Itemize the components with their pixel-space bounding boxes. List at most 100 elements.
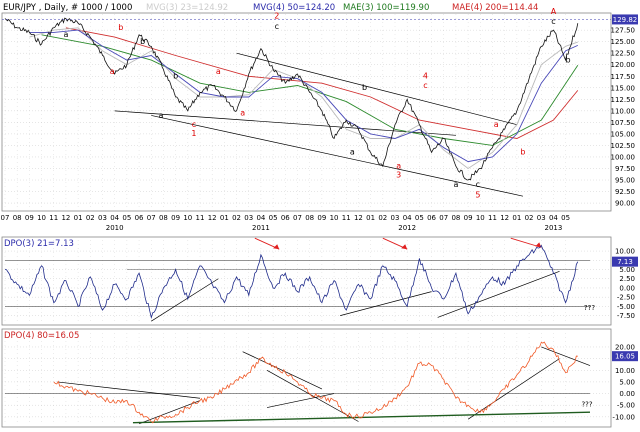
x-month-label: 05 bbox=[561, 214, 570, 222]
price-ytick-label: 107.50 bbox=[611, 119, 636, 127]
dpo21-ytick-label: -5.00 bbox=[617, 303, 635, 311]
mvg50-line bbox=[29, 29, 578, 163]
legend-mae3: MAE(3) 100=119.90 bbox=[343, 3, 429, 13]
x-axis: 07 08 09 10 11 12 01 02 03 04 05 06 07 08 09 10 11 12 01 02… bbox=[1, 214, 571, 232]
wave-label: c bbox=[192, 120, 196, 129]
x-month-label: 06 bbox=[135, 214, 144, 222]
price-ytick-label: 112.50 bbox=[611, 96, 636, 104]
dpo21-panel: DPO(3) 21=7.13 10.007.505.002.500.00-2.5… bbox=[1, 236, 638, 326]
wave-label: b bbox=[362, 83, 367, 92]
price-series-group bbox=[2, 17, 611, 181]
dpo21-ytick-label: 10.00 bbox=[615, 248, 635, 256]
price-current-value: 129.82 bbox=[613, 16, 638, 24]
dpo80-ytick-label: 10.00 bbox=[615, 367, 635, 375]
dpo80-trendline bbox=[467, 358, 560, 420]
dpo21-y-axis: 10.007.505.002.500.00-2.50-5.00-7.507.13 bbox=[612, 248, 638, 320]
dpo21-line bbox=[4, 244, 579, 320]
mvg23-line bbox=[29, 27, 578, 170]
wave-label: 3 bbox=[396, 171, 401, 180]
x-month-label: 11 bbox=[488, 214, 497, 222]
x-month-label: 10 bbox=[183, 214, 192, 222]
dpo21-trendline bbox=[437, 271, 560, 318]
price-current-value-box bbox=[612, 14, 638, 25]
dpo80-panel: DPO(4) 80=16.05 20.0015.0010.005.000.00-… bbox=[1, 328, 638, 428]
wave-label: 5 bbox=[475, 191, 480, 200]
x-month-label: 01 bbox=[512, 214, 521, 222]
x-month-label: 03 bbox=[98, 214, 107, 222]
dpo80-current-value-box bbox=[612, 351, 638, 362]
x-year-label: 2013 bbox=[545, 224, 563, 232]
price-trendline bbox=[151, 115, 524, 197]
x-year-label: 2010 bbox=[106, 224, 124, 232]
dpo80-ytick-label: 20.00 bbox=[615, 343, 635, 351]
dpo21-series-group bbox=[4, 244, 579, 320]
price-ytick-label: 110.00 bbox=[611, 107, 636, 115]
price-ytick-label: 105.00 bbox=[611, 130, 636, 138]
x-month-label: 04 bbox=[403, 214, 412, 222]
x-month-label: 12 bbox=[61, 214, 70, 222]
dpo80-trendline bbox=[242, 351, 323, 390]
dpo21-current-value: 7.13 bbox=[617, 258, 633, 266]
x-month-label: 01 bbox=[220, 214, 229, 222]
x-month-label: 03 bbox=[537, 214, 546, 222]
dpo21-question-marks: ??? bbox=[584, 304, 595, 312]
wave-label: a bbox=[396, 161, 401, 170]
x-month-label: 05 bbox=[122, 214, 131, 222]
wave-label: a bbox=[63, 30, 68, 39]
x-month-label: 12 bbox=[354, 214, 363, 222]
x-month-label: 11 bbox=[196, 214, 205, 222]
x-month-label: 02 bbox=[378, 214, 387, 222]
wave-label: c bbox=[476, 180, 480, 189]
x-month-label: 01 bbox=[74, 214, 83, 222]
x-month-label: 02 bbox=[525, 214, 534, 222]
price-ytick-label: 127.50 bbox=[611, 27, 636, 35]
dpo21-annotations bbox=[5, 237, 590, 322]
wave-label: a bbox=[110, 67, 115, 76]
price-panel-frame bbox=[1, 12, 612, 212]
dpo80-current-value: 16.05 bbox=[615, 353, 635, 361]
x-month-label: 03 bbox=[391, 214, 400, 222]
price-ytick-label: 100.00 bbox=[611, 153, 636, 161]
dpo80-ytick-label: -5.00 bbox=[617, 402, 635, 410]
x-month-label: 07 bbox=[293, 214, 302, 222]
dpo21-red-arrowhead bbox=[401, 244, 408, 250]
x-month-label: 12 bbox=[208, 214, 217, 222]
wave-label: a bbox=[216, 67, 221, 76]
price-trendline bbox=[236, 52, 517, 126]
x-month-label: 02 bbox=[232, 214, 241, 222]
dpo80-question-marks: ??? bbox=[581, 400, 592, 408]
price-trendline bbox=[114, 110, 456, 136]
dpo80-line bbox=[53, 341, 578, 424]
wave-label: 4 bbox=[423, 72, 428, 81]
dpo21-ytick-label: 2.50 bbox=[619, 275, 635, 283]
x-month-label: 07 bbox=[1, 214, 10, 222]
dpo80-series-group bbox=[53, 341, 578, 424]
wave-label: a bbox=[453, 180, 458, 189]
x-month-label: 08 bbox=[305, 214, 314, 222]
price-ytick-label: 117.50 bbox=[611, 73, 636, 81]
wave-label: b bbox=[566, 55, 571, 64]
wave-label: 2 bbox=[274, 12, 279, 21]
price-ytick-label: 90.00 bbox=[615, 200, 635, 208]
dpo21-current-value-box bbox=[612, 256, 638, 267]
x-month-label: 11 bbox=[342, 214, 351, 222]
dpo80-title: DPO(4) 80=16.05 bbox=[4, 331, 79, 341]
dpo80-trendline bbox=[541, 346, 591, 366]
dpo21-ytick-label: -2.50 bbox=[617, 294, 635, 302]
dpo80-ytick-label: 5.00 bbox=[619, 378, 635, 386]
mae200-line bbox=[65, 27, 579, 139]
wave-label: a bbox=[350, 148, 355, 157]
wave-label: a bbox=[240, 108, 245, 117]
x-month-label: 06 bbox=[281, 214, 290, 222]
x-month-label: 04 bbox=[549, 214, 558, 222]
wave-label: 1 bbox=[191, 129, 196, 138]
wave-label: a bbox=[159, 111, 164, 120]
price-ytick-label: 97.50 bbox=[615, 165, 635, 173]
wave-label: c bbox=[551, 17, 555, 26]
dpo80-panel-frame bbox=[1, 328, 612, 428]
wave-label: b bbox=[173, 72, 178, 81]
x-month-label: 11 bbox=[49, 214, 58, 222]
